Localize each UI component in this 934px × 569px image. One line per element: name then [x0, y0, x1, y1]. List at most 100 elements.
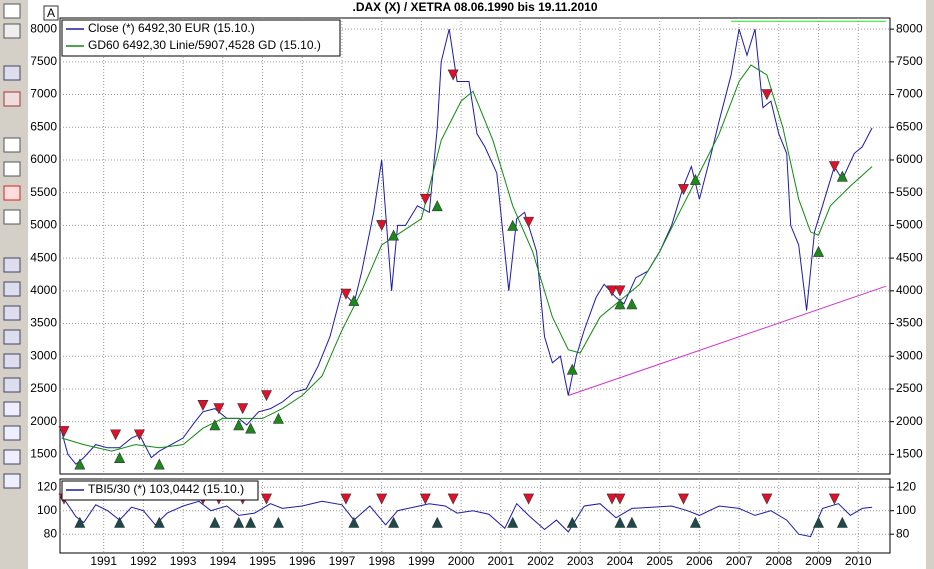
chart-title: .DAX (X) / XETRA 08.06.1990 bis 19.11.20…: [352, 0, 597, 14]
x-tick-label: 2008: [765, 554, 792, 568]
toolbar: [3, 3, 21, 489]
series-line: [61, 28, 873, 465]
tool-button[interactable]: [3, 377, 21, 393]
y-tick-label-left: 80: [44, 526, 58, 540]
signal-marker: [245, 422, 257, 434]
x-tick-label: 2005: [646, 554, 673, 568]
y-tick-label-left: 2000: [30, 414, 57, 428]
tool-button[interactable]: [3, 401, 21, 417]
x-tick-label: 1993: [170, 554, 197, 568]
tool-button[interactable]: [3, 3, 21, 19]
signal-marker: [376, 220, 388, 232]
signal-marker: [606, 493, 618, 505]
signal-marker: [197, 400, 209, 411]
legend-label: GD60 6492,30 Linie/5907,4528 GD (15.10.): [88, 38, 321, 52]
y-tick-label-right: 8000: [896, 21, 923, 35]
series-line: [61, 64, 873, 452]
y-tick-label-right: 3000: [896, 348, 923, 362]
signal-marker: [614, 493, 626, 505]
x-tick-label: 1996: [289, 554, 316, 568]
y-tick-label-right: 2000: [896, 414, 923, 428]
signal-marker: [614, 516, 626, 528]
tool-button[interactable]: [3, 473, 21, 489]
signal-marker: [507, 219, 519, 231]
series-line: [63, 498, 873, 538]
y-tick-label-right: 5500: [896, 185, 923, 199]
x-tick-label: 2004: [607, 554, 634, 568]
signal-marker: [388, 516, 400, 528]
tool-button[interactable]: [3, 137, 21, 153]
signal-marker: [237, 403, 249, 415]
y-tick-label-left: 6500: [30, 119, 57, 133]
tool-button[interactable]: [3, 65, 21, 81]
signal-marker: [74, 516, 86, 528]
signal-marker: [606, 285, 618, 297]
x-tick-label: 1999: [408, 554, 435, 568]
signal-marker: [761, 493, 773, 505]
signal-marker: [828, 161, 840, 173]
signal-marker: [614, 285, 626, 297]
signal-marker: [447, 493, 459, 505]
signal-marker: [261, 493, 272, 505]
signal-marker: [153, 516, 165, 528]
tool-button[interactable]: [3, 449, 21, 465]
tool-button[interactable]: [3, 425, 21, 441]
tool-button[interactable]: [3, 23, 21, 39]
tool-button[interactable]: [3, 257, 21, 273]
signal-marker: [233, 516, 245, 528]
x-tick-label: 1994: [209, 554, 236, 568]
y-tick-label-left: 1500: [30, 447, 57, 461]
tool-button[interactable]: [3, 91, 21, 107]
signal-marker: [523, 493, 535, 505]
y-tick-label-right: 1500: [896, 447, 923, 461]
x-tick-label: 2006: [686, 554, 713, 568]
tool-button[interactable]: [3, 305, 21, 321]
y-tick-label-left: 4500: [30, 250, 57, 264]
series-line: [568, 285, 887, 396]
side-panel: [926, 0, 934, 569]
tool-button[interactable]: [3, 209, 21, 225]
tool-button[interactable]: [3, 185, 21, 201]
y-tick-label-right: 7500: [896, 54, 923, 68]
signal-marker: [836, 516, 848, 528]
signal-marker: [245, 516, 257, 528]
signal-marker: [114, 451, 126, 463]
signal-marker: [340, 493, 352, 505]
signal-marker: [348, 294, 360, 306]
y-tick-label-left: 7000: [30, 87, 57, 101]
y-tick-label-right: 2500: [896, 381, 923, 395]
signal-marker: [74, 458, 86, 470]
x-tick-label: 2001: [487, 554, 514, 568]
y-tick-label-right: 120: [896, 479, 916, 493]
tool-button[interactable]: [3, 353, 21, 369]
signal-marker: [272, 412, 284, 424]
x-tick-label: 1997: [329, 554, 356, 568]
signal-marker: [813, 516, 825, 528]
x-tick-label: 1995: [249, 554, 276, 568]
x-tick-label: 2010: [845, 554, 872, 568]
signal-marker: [340, 288, 352, 300]
y-tick-label-left: 4000: [30, 283, 57, 297]
y-tick-label-right: 6500: [896, 119, 923, 133]
y-tick-label-right: 100: [896, 503, 916, 517]
signal-marker: [348, 516, 360, 528]
corner-box[interactable]: [43, 5, 59, 21]
tool-button[interactable]: [3, 161, 21, 177]
y-tick-label-right: 4500: [896, 250, 923, 264]
tool-button[interactable]: [3, 281, 21, 297]
signal-marker: [388, 229, 400, 241]
x-tick-label: 2000: [448, 554, 475, 568]
signal-marker: [626, 516, 638, 528]
signal-marker: [58, 426, 70, 438]
signal-marker: [507, 516, 519, 528]
plot-area: [59, 17, 891, 475]
tool-button[interactable]: [3, 329, 21, 345]
x-tick-label: 1998: [368, 554, 395, 568]
legend-box: [61, 19, 341, 57]
signal-marker: [272, 516, 284, 528]
signal-marker: [213, 403, 225, 415]
signal-marker: [209, 516, 221, 528]
y-tick-label-left: 6000: [30, 152, 57, 166]
signal-marker: [761, 89, 773, 101]
